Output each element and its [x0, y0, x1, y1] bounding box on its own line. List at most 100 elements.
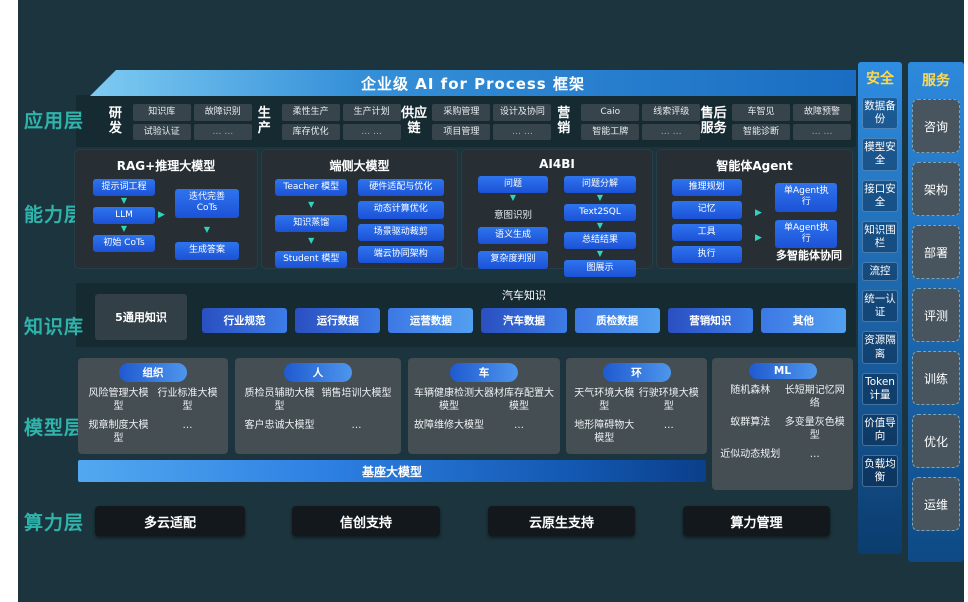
capability-card-agent: 智能体Agent 推理规划 记忆 工具 执行 ▶ ▶ 单Agent执行 单Age… — [657, 150, 852, 268]
edge-left-flow: Teacher 模型 ▼ 知识蒸馏 ▼ Student 模型 — [275, 179, 348, 269]
model-card-header: ML — [748, 363, 817, 379]
flow-box: Text2SQL — [564, 204, 636, 222]
model-item: 车辆健康检测大模型 — [414, 388, 484, 412]
arrow-down-icon: ▼ — [596, 249, 604, 259]
security-item: 负载均衡 — [862, 455, 898, 488]
ai4bi-left-flow: 问题 ▼ 意图识别 语义生成 复杂度判别 — [478, 176, 548, 277]
arrow-down-icon: ▼ — [203, 224, 211, 234]
security-item: 模型安全 — [862, 138, 898, 171]
app-cell: 生产计划 — [342, 103, 401, 121]
model-item: 器材库存配置大模型 — [484, 388, 554, 412]
app-cell: 设计及协同 — [493, 103, 552, 121]
security-item: 价值导向 — [862, 413, 898, 447]
knowledge-pill: 质检数据 — [574, 308, 660, 333]
model-card-header: 人 — [284, 363, 352, 382]
model-item: … — [809, 449, 820, 460]
agent-right-list: 单Agent执行 单Agent执行 — [775, 179, 838, 263]
app-group-supply-chain: 供应链 采购管理 设计及协同 项目管理 … … — [401, 99, 552, 145]
flow-box: 推理规划 — [671, 179, 742, 197]
model-item: 行驶环境大模型 — [638, 388, 699, 412]
security-item: 统一认证 — [862, 290, 898, 323]
flow-box: 执行 — [671, 245, 742, 263]
service-item: 评测 — [912, 288, 960, 342]
app-cell: … … — [793, 123, 851, 141]
model-item: 规章制度大模型 — [88, 420, 149, 444]
service-item: 运维 — [912, 477, 960, 531]
agent-left-list: 推理规划 记忆 工具 执行 — [671, 179, 742, 263]
app-cell: … … — [493, 123, 552, 141]
arrow-down-icon: ▼ — [120, 196, 128, 206]
flow-box: 图展示 — [564, 260, 636, 278]
service-item: 架构 — [912, 162, 960, 216]
flow-box: Student 模型 — [275, 251, 348, 269]
knowledge-pill: 营销知识 — [667, 308, 753, 333]
flow-box: Teacher 模型 — [275, 179, 348, 197]
service-item: 优化 — [912, 414, 960, 468]
card-body: 问题 ▼ 意图识别 语义生成 复杂度判别 问题分解 ▼ Text2SQL ▼ 总… — [462, 176, 652, 278]
security-column: 安全 数据备份 模型安全 接口安全 知识围栏 流控 统一认证 资源隔离 Toke… — [858, 62, 902, 554]
flow-box: 单Agent执行 — [775, 183, 838, 212]
layer-label-model: 模型层 — [23, 417, 84, 439]
flow-box: 初始 CoTs — [93, 235, 155, 253]
arrow-down-icon: ▼ — [308, 200, 315, 210]
flow-box: 迭代完善 CoTs — [175, 189, 239, 218]
model-card-header: 组织 — [119, 363, 187, 382]
arrow-down-icon: ▼ — [308, 236, 315, 246]
model-item: … — [182, 420, 193, 431]
app-group-rd: 研发 知识库 故障识别 试验认证 … … — [103, 99, 252, 145]
model-item: … — [351, 420, 362, 431]
compute-box-cloudnative: 云原生支持 — [488, 506, 635, 536]
app-cell: … … — [642, 123, 701, 141]
layer-label-knowledge: 知识库 — [23, 316, 84, 338]
flow-box: 提示词工程 — [93, 179, 155, 197]
layer-label-app: 应用层 — [23, 110, 84, 132]
model-item: … — [514, 420, 524, 431]
app-cell: 智能工牌 — [581, 123, 640, 141]
base-model-bar: 基座大模型 — [78, 460, 706, 482]
knowledge-pill: 运营数据 — [388, 308, 474, 333]
capability-card-rag: RAG+推理大模型 提示词工程 ▼ LLM ▼ 初始 CoTs ▶ 迭代完善 C… — [75, 150, 257, 268]
card-title: 智能体Agent — [716, 159, 793, 173]
model-item: 蚁群算法 — [730, 417, 771, 428]
card-body: 推理规划 记忆 工具 执行 ▶ ▶ 单Agent执行 单Agent执行 — [657, 179, 852, 263]
model-item: 故障维修大模型 — [414, 420, 484, 431]
flow-step-label: 意图识别 — [493, 210, 532, 222]
agent-connectors: ▶ ▶ — [755, 179, 762, 263]
security-item: 资源隔离 — [862, 331, 898, 364]
arrow-down-icon: ▼ — [120, 224, 128, 234]
app-group-grid: 采购管理 设计及协同 项目管理 … … — [432, 103, 552, 141]
flow-box: 生成答案 — [175, 242, 239, 260]
rag-right-flow: 迭代完善 CoTs ▼ 生成答案 — [175, 179, 239, 260]
model-card-grid: 天气环境大模型 行驶环境大模型 地形障碍物大模型 … — [566, 384, 707, 449]
app-group-aftersales: 售后服务 车智见 故障预警 智能诊断 … … — [700, 99, 851, 145]
model-item: 行业标准大模型 — [157, 388, 218, 412]
compute-box-multicloud: 多云适配 — [95, 506, 245, 536]
model-card-vehicle: 车 车辆健康检测大模型 器材库存配置大模型 故障维修大模型 … — [408, 358, 560, 454]
card-body: 提示词工程 ▼ LLM ▼ 初始 CoTs ▶ 迭代完善 CoTs ▼ 生成答案 — [75, 179, 257, 260]
capability-card-ai4bi: AI4BI 问题 ▼ 意图识别 语义生成 复杂度判别 问题分解 ▼ Text2S… — [462, 150, 652, 278]
flow-box: LLM — [93, 207, 155, 225]
flow-box: 知识蒸馏 — [275, 215, 348, 233]
app-cell: … … — [342, 123, 401, 141]
model-item: … — [663, 420, 674, 431]
arrow-down-icon: ▼ — [596, 193, 604, 203]
flow-box: 总结结果 — [564, 232, 636, 250]
knowledge-pill: 运行数据 — [295, 308, 381, 333]
model-item: 近似动态规划 — [720, 449, 781, 460]
model-card-people: 人 质检员辅助大模型 销售培训大模型 客户忠诚大模型 … — [235, 358, 401, 454]
model-item: 地形障碍物大模型 — [574, 420, 635, 444]
card-title: 端侧大模型 — [329, 159, 390, 173]
app-group-name: 营销 — [557, 106, 571, 136]
knowledge-pills: 行业规范 运行数据 运营数据 汽车数据 质检数据 营销知识 其他 — [198, 308, 850, 333]
flow-box: 语义生成 — [478, 227, 548, 245]
app-cell: 知识库 — [132, 103, 191, 121]
app-cell: Caio — [581, 103, 640, 121]
app-group-name: 供应链 — [401, 106, 428, 136]
model-item: 随机森林 — [730, 385, 771, 396]
model-item: 多变量灰色模型 — [784, 417, 845, 441]
capability-card-edge: 端侧大模型 Teacher 模型 ▼ 知识蒸馏 ▼ Student 模型 硬件适… — [262, 150, 457, 269]
model-card-ml: ML 随机森林 长短期记忆网络 蚁群算法 多变量灰色模型 近似动态规划 … — [712, 358, 853, 490]
agent-caption: 多智能体协同 — [776, 249, 842, 262]
security-item: 知识围栏 — [862, 220, 898, 253]
